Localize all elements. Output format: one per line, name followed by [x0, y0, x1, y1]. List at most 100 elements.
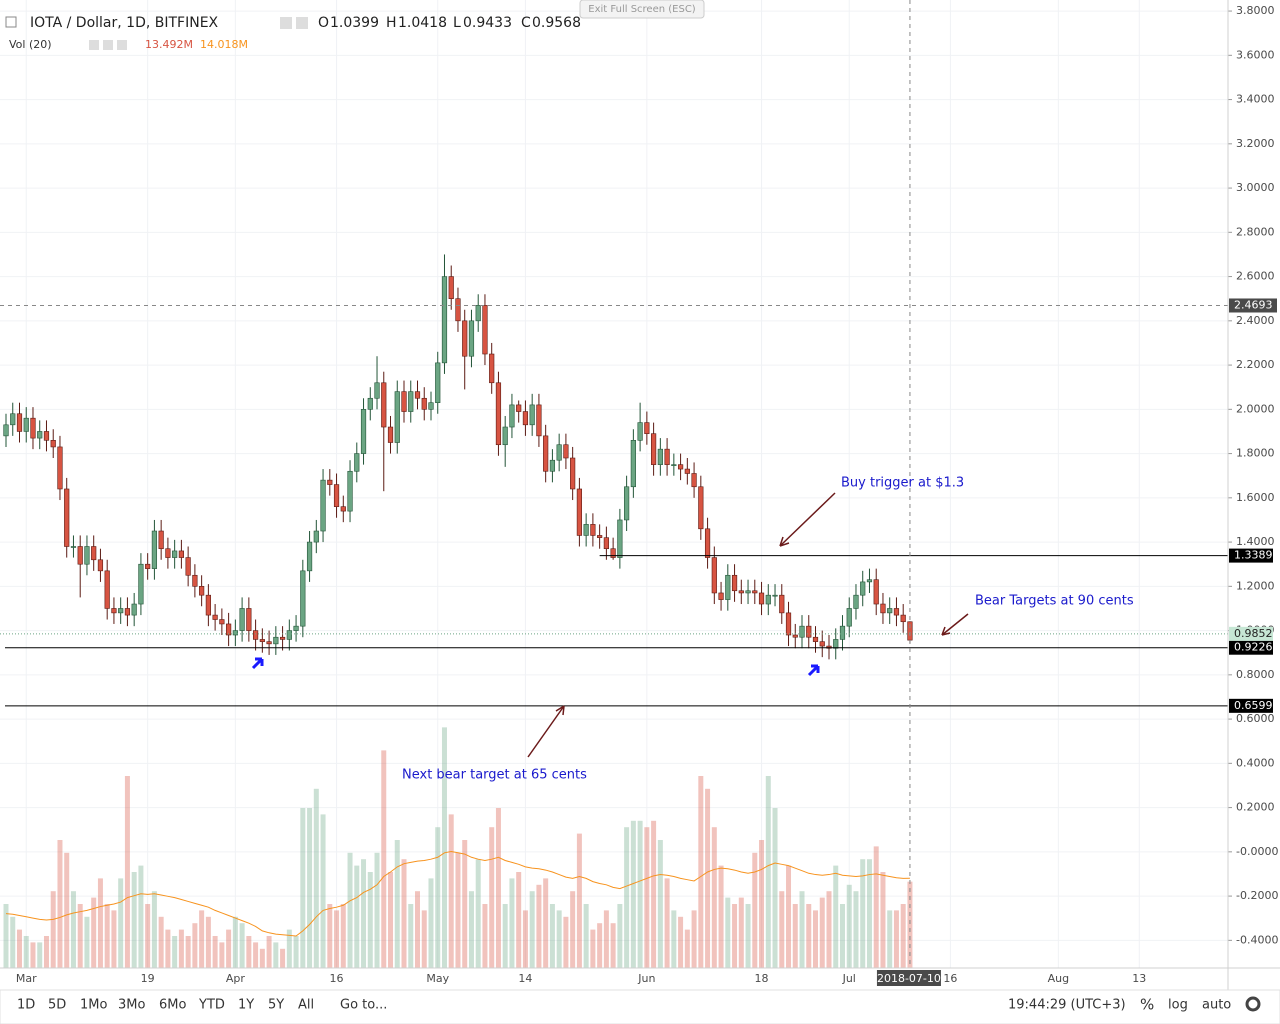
arrow-head	[779, 536, 790, 547]
y-tick-label: -0.2000	[1236, 889, 1278, 902]
volume-bar	[529, 891, 535, 968]
volume-bar	[178, 929, 184, 968]
settings-icon[interactable]	[117, 40, 127, 50]
volume-bar	[853, 891, 859, 968]
goto-button[interactable]: Go to...	[340, 998, 387, 1013]
y-tick-label: 3.6000	[1236, 48, 1275, 61]
volume-bar	[313, 788, 319, 968]
candle-body	[408, 391, 414, 412]
candle-body	[529, 404, 535, 426]
candle-body	[435, 362, 441, 403]
range-button[interactable]: 5Y	[268, 998, 284, 1013]
volume-bar	[259, 948, 265, 968]
candle-body	[489, 353, 495, 384]
y-tick-label: 2.8000	[1236, 225, 1275, 238]
y-tick-label: 3.2000	[1236, 137, 1275, 150]
candle-body	[887, 608, 893, 614]
volume-bar	[846, 884, 852, 968]
blue-arrow	[807, 664, 820, 677]
log-toggle[interactable]: log	[1168, 998, 1188, 1013]
candle-body	[772, 594, 778, 597]
candle-body	[745, 590, 751, 594]
volume-bar	[705, 788, 711, 968]
volume-bar	[711, 827, 717, 968]
range-button[interactable]: YTD	[198, 998, 225, 1013]
ohlc-letter: C	[521, 15, 531, 31]
x-tick-label: 16	[330, 972, 344, 985]
candle-body	[131, 603, 137, 616]
candle-body	[50, 440, 56, 448]
percent-toggle[interactable]: %	[1140, 996, 1154, 1014]
volume-bar	[361, 859, 367, 968]
y-tick-label: 3.4000	[1236, 93, 1275, 106]
volume-bar	[185, 936, 191, 968]
candle-body	[178, 550, 184, 558]
candle-body	[691, 473, 697, 488]
volume-bar	[617, 904, 623, 968]
settings-icon[interactable]	[103, 40, 113, 50]
exit-fullscreen-button[interactable]	[579, 0, 705, 19]
settings-icon[interactable]	[280, 17, 292, 29]
volume-bar	[435, 827, 441, 968]
volume-bar	[799, 891, 805, 968]
range-button[interactable]: 3Mo	[118, 998, 145, 1013]
volume-bar	[246, 936, 252, 968]
candle-body	[333, 484, 340, 507]
candle-body	[880, 603, 886, 614]
candle-body	[738, 590, 744, 594]
y-tick-label: 3.8000	[1236, 4, 1275, 17]
range-button[interactable]: 1D	[17, 998, 35, 1013]
candle-body	[731, 574, 738, 592]
settings-gear[interactable]	[1245, 996, 1261, 1012]
volume-bar	[671, 910, 677, 968]
volume-bar	[563, 916, 569, 968]
auto-toggle[interactable]: auto	[1202, 998, 1231, 1013]
candle-body	[212, 614, 218, 620]
annotation-arrow	[527, 705, 565, 758]
candle-body	[145, 563, 151, 569]
candle-body	[306, 541, 313, 572]
volume-bar	[151, 891, 157, 968]
range-button[interactable]: All	[298, 998, 314, 1013]
volume-bar	[684, 929, 690, 968]
range-button[interactable]: 1Mo	[80, 998, 107, 1013]
volume-bar	[732, 904, 738, 968]
volume-bar	[43, 936, 49, 968]
range-button[interactable]: 6Mo	[159, 998, 186, 1013]
settings-icon[interactable]	[296, 17, 308, 29]
candle-body	[354, 453, 360, 472]
candle-body	[556, 444, 562, 461]
candle-body	[441, 276, 448, 364]
volume-bar	[900, 904, 906, 968]
candle-body	[252, 630, 259, 640]
price-label: 0.9226	[1234, 641, 1273, 654]
candle-body	[657, 448, 663, 465]
volume-bar	[118, 878, 124, 968]
range-button[interactable]: 5D	[48, 998, 66, 1013]
candle-body	[124, 608, 131, 616]
volume-bar	[327, 904, 333, 968]
volume-bar	[219, 942, 225, 968]
ohlc-value: 1.0399	[330, 15, 379, 31]
candle-body	[455, 298, 461, 322]
volume-bar	[489, 827, 495, 968]
y-tick-label: 0.2000	[1236, 801, 1275, 814]
y-tick-label: 2.0000	[1236, 402, 1275, 415]
crosshair-date: 2018-07-10	[877, 972, 941, 985]
settings-icon[interactable]	[89, 40, 99, 50]
candle-body	[543, 435, 549, 472]
range-button[interactable]: 1Y	[238, 998, 254, 1013]
volume-bar	[205, 916, 211, 968]
volume-bar	[543, 878, 549, 968]
volume-bar	[806, 904, 812, 968]
x-tick-label: 18	[755, 972, 769, 985]
volume-bar	[860, 859, 866, 968]
collapse-icon[interactable]	[5, 16, 17, 28]
volume-bar	[772, 808, 778, 968]
volume-bar	[866, 859, 872, 968]
volume-bar	[367, 872, 373, 968]
volume-bar	[111, 910, 117, 968]
x-tick-label: Mar	[16, 972, 37, 985]
candle-body	[651, 433, 657, 465]
volume-bar	[698, 776, 704, 968]
